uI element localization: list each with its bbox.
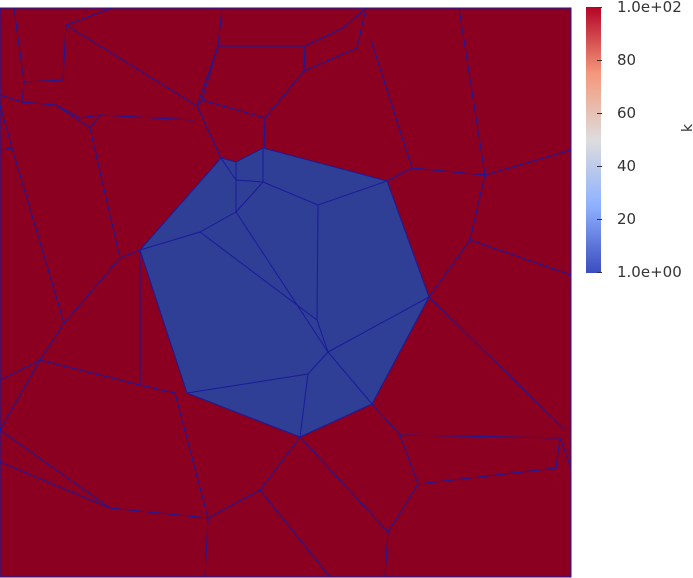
- colorbar-tick-min: [597, 272, 602, 273]
- colorbar-label-60: 60: [617, 104, 637, 122]
- colorbar-label-80: 80: [617, 51, 637, 69]
- colorbar-tick-max: [597, 7, 602, 8]
- colorbar-label-max: 1.0e+02: [617, 0, 682, 16]
- colorbar-tick-60: [597, 113, 602, 114]
- colorbar-tick-80: [597, 60, 602, 61]
- colorbar-tick-40: [597, 166, 602, 167]
- colorbar-gradient: [586, 7, 601, 273]
- low-permeability-region: [140, 148, 429, 437]
- colorbar-title: k: [680, 124, 693, 132]
- mesh-edges: [0, 7, 572, 578]
- colorbar-label-min: 1.0e+00: [617, 263, 682, 281]
- colorbar-tick-20: [597, 219, 602, 220]
- colorbar-label-40: 40: [617, 157, 637, 175]
- colorbar-label-20: 20: [617, 210, 637, 228]
